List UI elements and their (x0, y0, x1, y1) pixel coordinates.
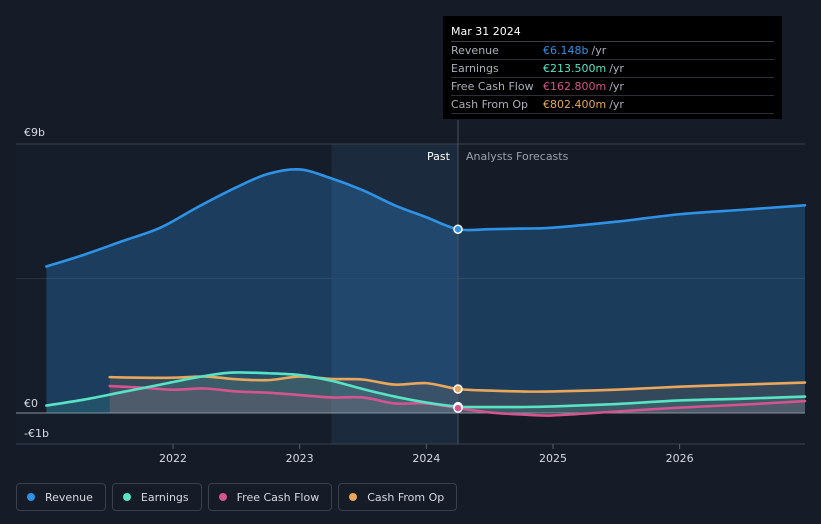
y-label-bottom: -€1b (24, 427, 49, 440)
earnings-area (46, 372, 806, 413)
tooltip-value: €802.400m (543, 98, 607, 111)
x-tick-label: 2025 (539, 452, 567, 465)
legend-label: Cash From Op (367, 490, 445, 504)
legend-item-earnings[interactable]: Earnings (111, 483, 202, 511)
legend-label: Free Cash Flow (236, 490, 320, 504)
tooltip-value: €162.800m (543, 80, 607, 93)
legend-label: Revenue (45, 490, 93, 504)
cash-from-op-marker (453, 384, 463, 394)
legend-dot-icon (349, 493, 358, 501)
legend-item-cash-from-op[interactable]: Cash From Op (338, 483, 458, 511)
x-tick-label: 2022 (159, 452, 187, 465)
legend-label: Earnings (140, 490, 189, 504)
earnings-line (45, 371, 807, 409)
tooltip-label: Cash From Op (451, 98, 529, 111)
forecast-label: Analysts Forecasts (466, 150, 569, 163)
tooltip-value: €6.148b (543, 44, 589, 57)
legend-dot-icon (27, 493, 35, 501)
tooltip-row-free-cash-flow: Free Cash Flow €162.800m /yr (451, 78, 774, 96)
y-label-zero: €0 (24, 397, 38, 410)
legend-dot-icon (218, 493, 227, 501)
tooltip-row-cash-from-op: Cash From Op €802.400m /yr (451, 96, 774, 114)
tooltip-unit: /yr (609, 80, 624, 93)
free-cash-flow-area (109, 386, 805, 416)
x-tick-label: 2026 (666, 452, 694, 465)
tooltip-label: Earnings (451, 62, 499, 75)
tooltip: Mar 31 2024 Revenue €6.148b /yr Earnings… (443, 16, 782, 119)
x-tick-label: 2024 (412, 452, 440, 465)
past-label: Past (427, 150, 451, 163)
tooltip-date: Mar 31 2024 (451, 24, 774, 42)
tooltip-row-revenue: Revenue €6.148b /yr (451, 42, 774, 60)
revenue-area (46, 169, 806, 413)
tooltip-row-earnings: Earnings €213.500m /yr (451, 60, 774, 78)
tooltip-unit: /yr (609, 62, 624, 75)
legend-item-free-cash-flow[interactable]: Free Cash Flow (207, 483, 333, 511)
free-cash-flow-line (108, 384, 807, 417)
free-cash-flow-marker (453, 403, 463, 413)
tooltip-value: €213.500m (543, 62, 607, 75)
revenue-line (45, 167, 807, 268)
y-label-top: €9b (24, 126, 45, 139)
tooltip-unit: /yr (609, 98, 624, 111)
tooltip-unit: /yr (591, 44, 607, 57)
revenue-marker (453, 224, 463, 234)
past-highlight-band (331, 144, 458, 444)
x-tick-label: 2023 (286, 452, 314, 465)
legend-dot-icon (122, 493, 131, 501)
legend: Revenue Earnings Free Cash Flow Cash Fro… (16, 483, 458, 511)
legend-item-revenue[interactable]: Revenue (16, 483, 106, 511)
tooltip-label: Free Cash Flow (451, 80, 534, 93)
tooltip-label: Revenue (451, 44, 499, 57)
